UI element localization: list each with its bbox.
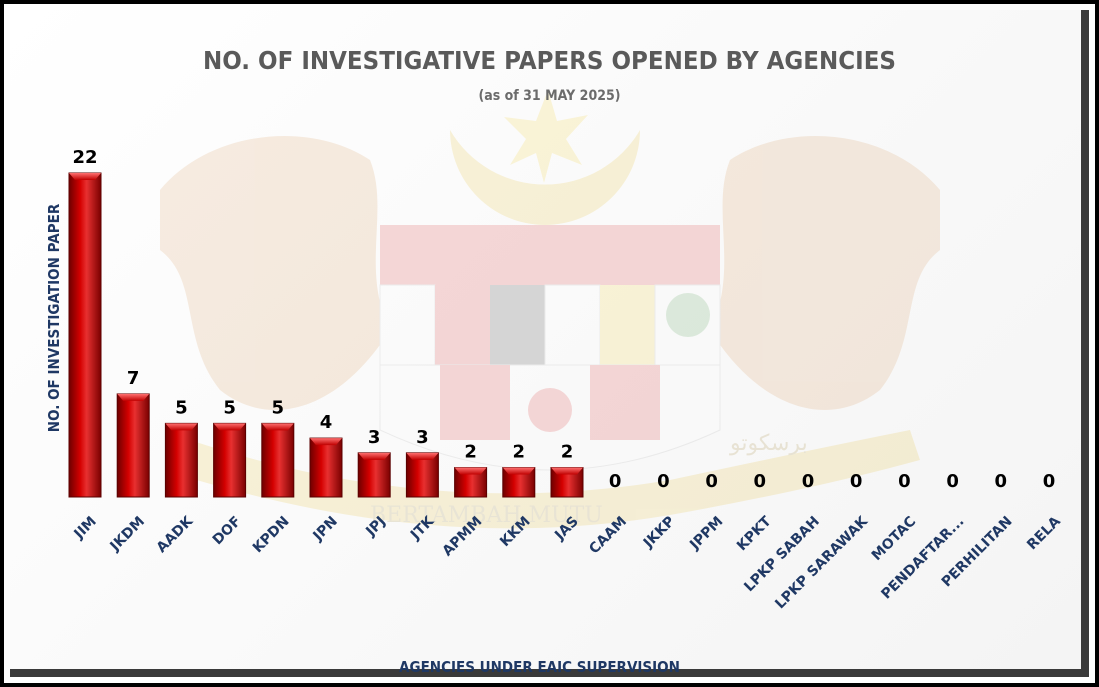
data-label-pendaftar: 0 <box>946 471 959 492</box>
x-tick-jpn: JPN <box>310 514 341 545</box>
data-label-lpkp-sabah: 0 <box>802 471 815 492</box>
crest-watermark: BERTAMBAH MUTU برسکوتو <box>160 90 940 529</box>
x-tick-jas: JAS <box>551 514 582 545</box>
data-label-jpn: 4 <box>320 412 333 433</box>
data-label-jim: 22 <box>72 147 97 168</box>
x-tick-caam: CAAM <box>586 514 630 558</box>
data-label-jas: 2 <box>561 442 574 463</box>
data-label-jkdm: 7 <box>127 368 140 389</box>
x-tick-rela: RELA <box>1024 513 1064 553</box>
x-tick-jpj: JPJ <box>362 514 389 541</box>
chart-title: NO. OF INVESTIGATIVE PAPERS OPENED BY AG… <box>203 46 896 75</box>
data-label-dof: 5 <box>223 397 236 418</box>
x-axis-label: AGENCIES UNDER EAIC SUPERVISION <box>399 658 680 676</box>
bar-jim <box>68 172 102 498</box>
bar-cap-jim <box>69 173 101 180</box>
bar-aadk <box>164 422 198 498</box>
bar-jtk <box>405 452 439 498</box>
data-label-kpdn: 5 <box>272 397 285 418</box>
bar-dof <box>213 422 247 498</box>
x-tick-kkm: KKM <box>497 514 534 551</box>
data-label-lpkp-sarawak: 0 <box>850 471 863 492</box>
x-tick-pendaftar: PENDAFTAR... <box>878 514 967 603</box>
data-label-kpkt: 0 <box>754 471 767 492</box>
x-tick-jkdm: JKDM <box>107 514 148 555</box>
x-tick-kpkt: KPKT <box>734 513 775 554</box>
data-label-kkm: 2 <box>513 442 526 463</box>
x-tick-apmm: APMM <box>439 514 485 560</box>
x-tick-jtk: JTK <box>407 513 438 544</box>
data-label-jkkp: 0 <box>657 471 670 492</box>
bar-cap-dof <box>213 423 246 431</box>
data-label-motac: 0 <box>898 471 911 492</box>
bar-cap-apmm <box>454 467 487 475</box>
chart-subtitle: (as of 31 MAY 2025) <box>478 88 621 104</box>
bar-kpdn <box>261 422 295 498</box>
bar-chart: 22JIM7JKDM5AADK5DOF5KPDN4JPN3JPJ3JTK2APM… <box>68 147 1064 613</box>
x-tick-lpkp-sarawak: LPKP SARAWAK <box>772 513 872 613</box>
data-label-aadk: 5 <box>175 397 188 418</box>
ribbon-jawi: برسکوتو <box>729 431 808 456</box>
bar-cap-kkm <box>502 467 535 475</box>
bar-cap-jkdm <box>117 393 150 401</box>
x-tick-kpdn: KPDN <box>250 514 293 557</box>
x-tick-motac: MOTAC <box>869 514 919 564</box>
data-label-jppm: 0 <box>705 471 718 492</box>
bar-cap-kpdn <box>261 423 294 431</box>
bar-cap-jas <box>551 467 583 475</box>
x-tick-dof: DOF <box>210 514 245 549</box>
bar-jkdm <box>116 393 150 498</box>
x-tick-jkkp: JKKP <box>640 514 678 552</box>
bar-cap-jtk <box>406 452 439 460</box>
data-label-apmm: 2 <box>464 442 477 463</box>
bar-cap-jpj <box>358 452 391 460</box>
data-label-jtk: 3 <box>416 427 429 448</box>
x-tick-aadk: AADK <box>154 513 197 556</box>
bar-cap-jpn <box>310 438 342 446</box>
x-tick-jppm: JPPM <box>686 514 726 554</box>
ribbon-text: BERTAMBAH MUTU <box>370 503 603 528</box>
x-tick-jim: JIM <box>71 514 100 543</box>
bar-jpj <box>357 452 391 498</box>
bar-jpn <box>309 437 343 498</box>
data-label-rela: 0 <box>1043 471 1056 492</box>
data-label-jpj: 3 <box>368 427 381 448</box>
chart-area: BERTAMBAH MUTU برسکوتو NO. OF INVESTIGAT… <box>10 10 1089 677</box>
data-label-perhilitan: 0 <box>995 471 1008 492</box>
bar-cap-aadk <box>165 423 198 431</box>
data-label-caam: 0 <box>609 471 622 492</box>
